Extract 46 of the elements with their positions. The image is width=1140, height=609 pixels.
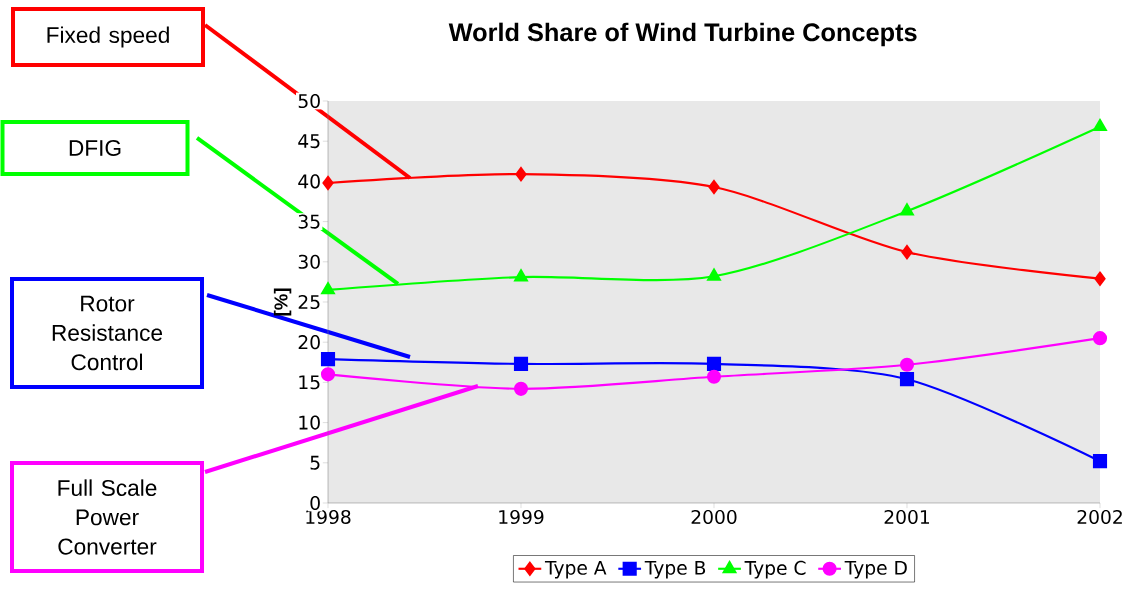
y-tick-label: 40 [298,174,320,189]
point [322,175,334,191]
y-tick-label: 30 [298,254,320,269]
x-tick-label: 2000 [691,509,737,525]
point [513,356,529,371]
point [513,381,529,396]
point [321,282,335,295]
point [515,167,527,182]
x-tick-label: 2001 [884,509,930,525]
x-tick-label: 2002 [1077,509,1122,525]
chart-title: World Share of Wind Turbine Concepts [448,22,917,47]
x-tick-label: 1998 [306,509,351,525]
y-tick-label: 10 [299,415,320,430]
legend-label: Type B [644,560,706,579]
y-tick-label: 5 [310,455,320,470]
y-axis-title: [%] [273,288,292,316]
legend-label: Type D [844,560,907,579]
point [899,372,915,387]
x-tick-label: 1999 [499,509,544,525]
point [320,352,336,367]
point [320,367,336,382]
y-tick-label: 50 [298,93,320,109]
point [708,179,720,195]
y-tick-label: 35 [298,214,320,229]
text: Fixed speed [47,26,169,48]
text: Full Scale Power Converter [58,479,157,555]
point [707,268,721,281]
point [900,203,914,216]
point [706,356,722,371]
y-tick-label: 15 [299,375,320,390]
y-tick-label: 25 [298,294,320,310]
y-tick-label: 0 [310,495,320,511]
point [899,357,915,372]
point [1092,454,1108,469]
point [1094,271,1106,286]
text: Rotor Resistance Control [52,295,163,371]
point [1092,331,1108,346]
y-tick-label: 20 [298,335,320,350]
text: DFIG [69,139,121,157]
point [901,245,913,260]
y-tick-label: 45 [298,134,320,149]
point [1093,118,1107,132]
legend-label: Type C [744,560,806,579]
legend-label: Type A [544,560,607,579]
point [514,269,528,282]
point [706,369,722,384]
